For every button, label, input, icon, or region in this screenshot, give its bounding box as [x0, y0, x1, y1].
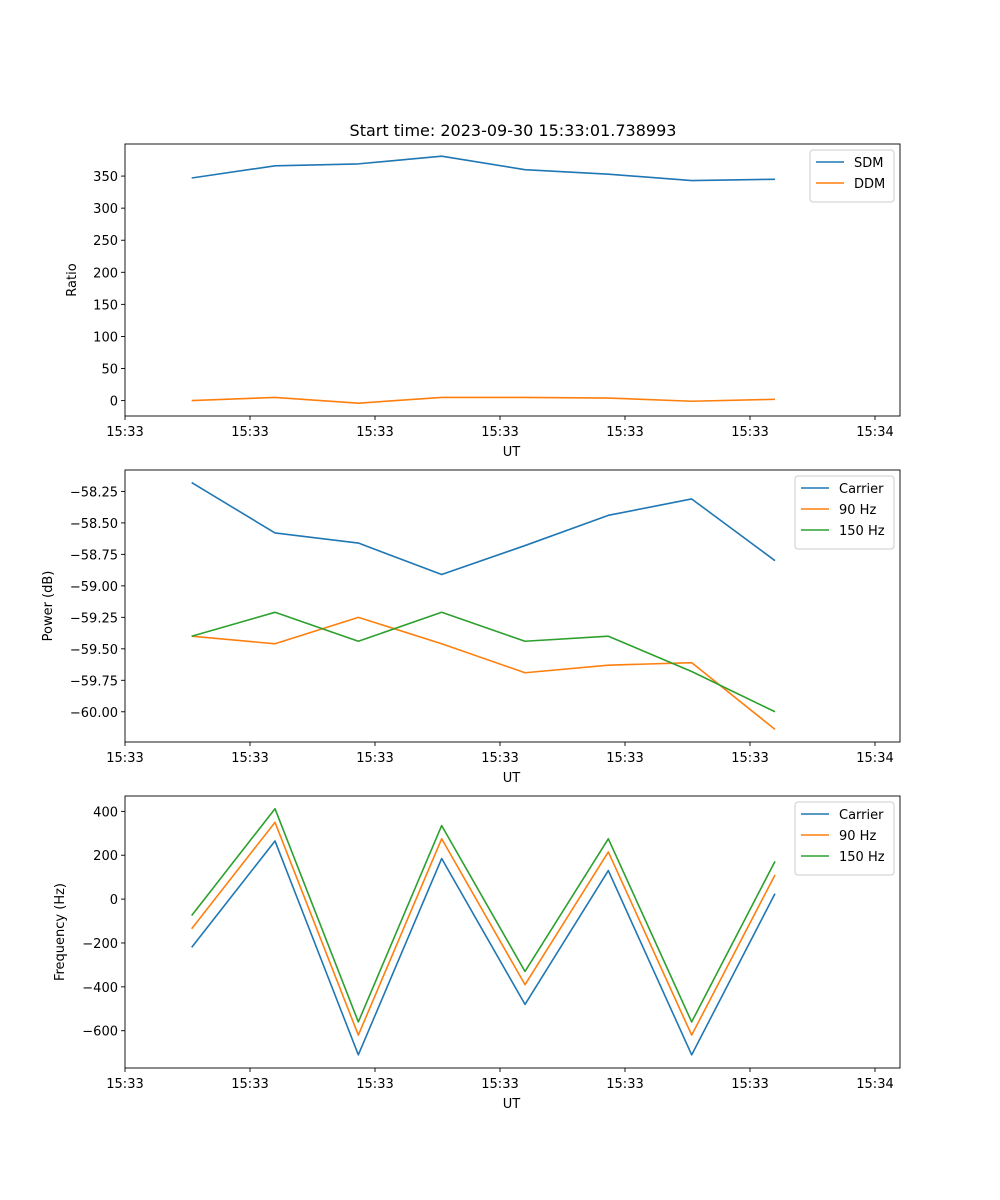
series-line-90-hz: [191, 821, 776, 1036]
x-tick-label: 15:33: [481, 751, 518, 766]
y-axis-label: Frequency (Hz): [53, 883, 68, 981]
y-tick-label: 250: [93, 234, 118, 249]
axes-frame: [124, 469, 901, 743]
x-tick-label: 15:33: [356, 1077, 393, 1092]
x-tick-label: 15:34: [856, 1077, 893, 1092]
series-line-carrier: [191, 840, 776, 1056]
x-tick-label: 15:33: [606, 1077, 643, 1092]
x-tick-label: 15:33: [106, 1077, 143, 1092]
y-tick-label: −58.75: [70, 548, 118, 563]
y-axis-label: Ratio: [65, 263, 80, 296]
legend-label: DDM: [854, 177, 885, 192]
y-tick-label: −59.25: [70, 611, 118, 626]
x-tick-label: 15:34: [856, 751, 893, 766]
x-tick-label: 15:33: [356, 425, 393, 440]
chart-title: Start time: 2023-09-30 15:33:01.738993: [350, 121, 677, 140]
series-line-90-hz: [191, 616, 776, 731]
x-tick-label: 15:33: [481, 1077, 518, 1092]
y-tick-label: −200: [82, 937, 118, 952]
axes-frame: [124, 795, 901, 1069]
panel-3: 15:33 15:33 15:33 15:33 15:33 15:33 15:34 −600 −…: [53, 795, 901, 1112]
axes-frame: [124, 143, 901, 417]
y-tick-label: 400: [93, 805, 118, 820]
legend: SDM DDM: [809, 149, 895, 203]
series-line-ddm: [191, 396, 776, 404]
x-tick-label: 15:33: [106, 425, 143, 440]
y-tick-label: 200: [93, 266, 118, 281]
chart-panels: 15:33 15:33 15:33 15:33 15:33 15:33 15:34 0 50 10…: [41, 143, 901, 1112]
y-tick-label: −600: [82, 1025, 118, 1040]
x-axis-label: UT: [503, 771, 521, 786]
x-tick-label: 15:33: [231, 425, 268, 440]
series-line-carrier: [191, 481, 776, 576]
series-line-sdm: [191, 155, 776, 182]
panel-1: 15:33 15:33 15:33 15:33 15:33 15:33 15:34 0 50 10…: [65, 143, 901, 460]
y-tick-label: 50: [101, 363, 118, 378]
series-line-150-hz: [191, 611, 776, 713]
x-tick-label: 15:33: [731, 751, 768, 766]
y-tick-label: 350: [93, 170, 118, 185]
y-axis-label: Power (dB): [41, 571, 56, 642]
legend-label: 90 Hz: [839, 829, 876, 844]
x-tick-label: 15:33: [606, 425, 643, 440]
x-tick-label: 15:33: [231, 1077, 268, 1092]
x-tick-label: 15:33: [731, 425, 768, 440]
series-line-150-hz: [191, 807, 776, 1023]
y-tick-label: −59.50: [70, 643, 118, 658]
x-tick-label: 15:33: [356, 751, 393, 766]
x-tick-label: 15:33: [731, 1077, 768, 1092]
legend-label: Carrier: [839, 808, 884, 823]
x-tick-label: 15:33: [481, 425, 518, 440]
y-tick-label: 0: [110, 395, 118, 410]
legend: Carrier 90 Hz 150 Hz: [794, 801, 895, 876]
legend-label: 150 Hz: [839, 524, 885, 539]
x-tick-label: 15:33: [606, 751, 643, 766]
x-tick-label: 15:33: [231, 751, 268, 766]
y-tick-label: −59.00: [70, 580, 118, 595]
y-tick-label: −60.00: [70, 706, 118, 721]
x-axis-label: UT: [503, 1097, 521, 1112]
y-tick-label: −58.50: [70, 517, 118, 532]
panel-2: 15:33 15:33 15:33 15:33 15:33 15:33 15:34 −60.0…: [41, 469, 901, 786]
x-tick-label: 15:34: [856, 425, 893, 440]
x-axis-label: UT: [503, 445, 521, 460]
y-tick-label: 100: [93, 330, 118, 345]
y-tick-label: −59.75: [70, 674, 118, 689]
x-tick-label: 15:33: [106, 751, 143, 766]
y-tick-label: 300: [93, 202, 118, 217]
legend-box: [809, 149, 895, 203]
legend: Carrier 90 Hz 150 Hz: [794, 475, 895, 550]
y-tick-label: 150: [93, 298, 118, 313]
legend-label: Carrier: [839, 482, 884, 497]
legend-label: SDM: [854, 156, 883, 171]
legend-label: 90 Hz: [839, 503, 876, 518]
legend-label: 150 Hz: [839, 850, 885, 865]
y-tick-label: 200: [93, 849, 118, 864]
y-tick-label: −58.25: [70, 485, 118, 500]
y-tick-label: −400: [82, 981, 118, 996]
y-tick-label: 0: [110, 893, 118, 908]
